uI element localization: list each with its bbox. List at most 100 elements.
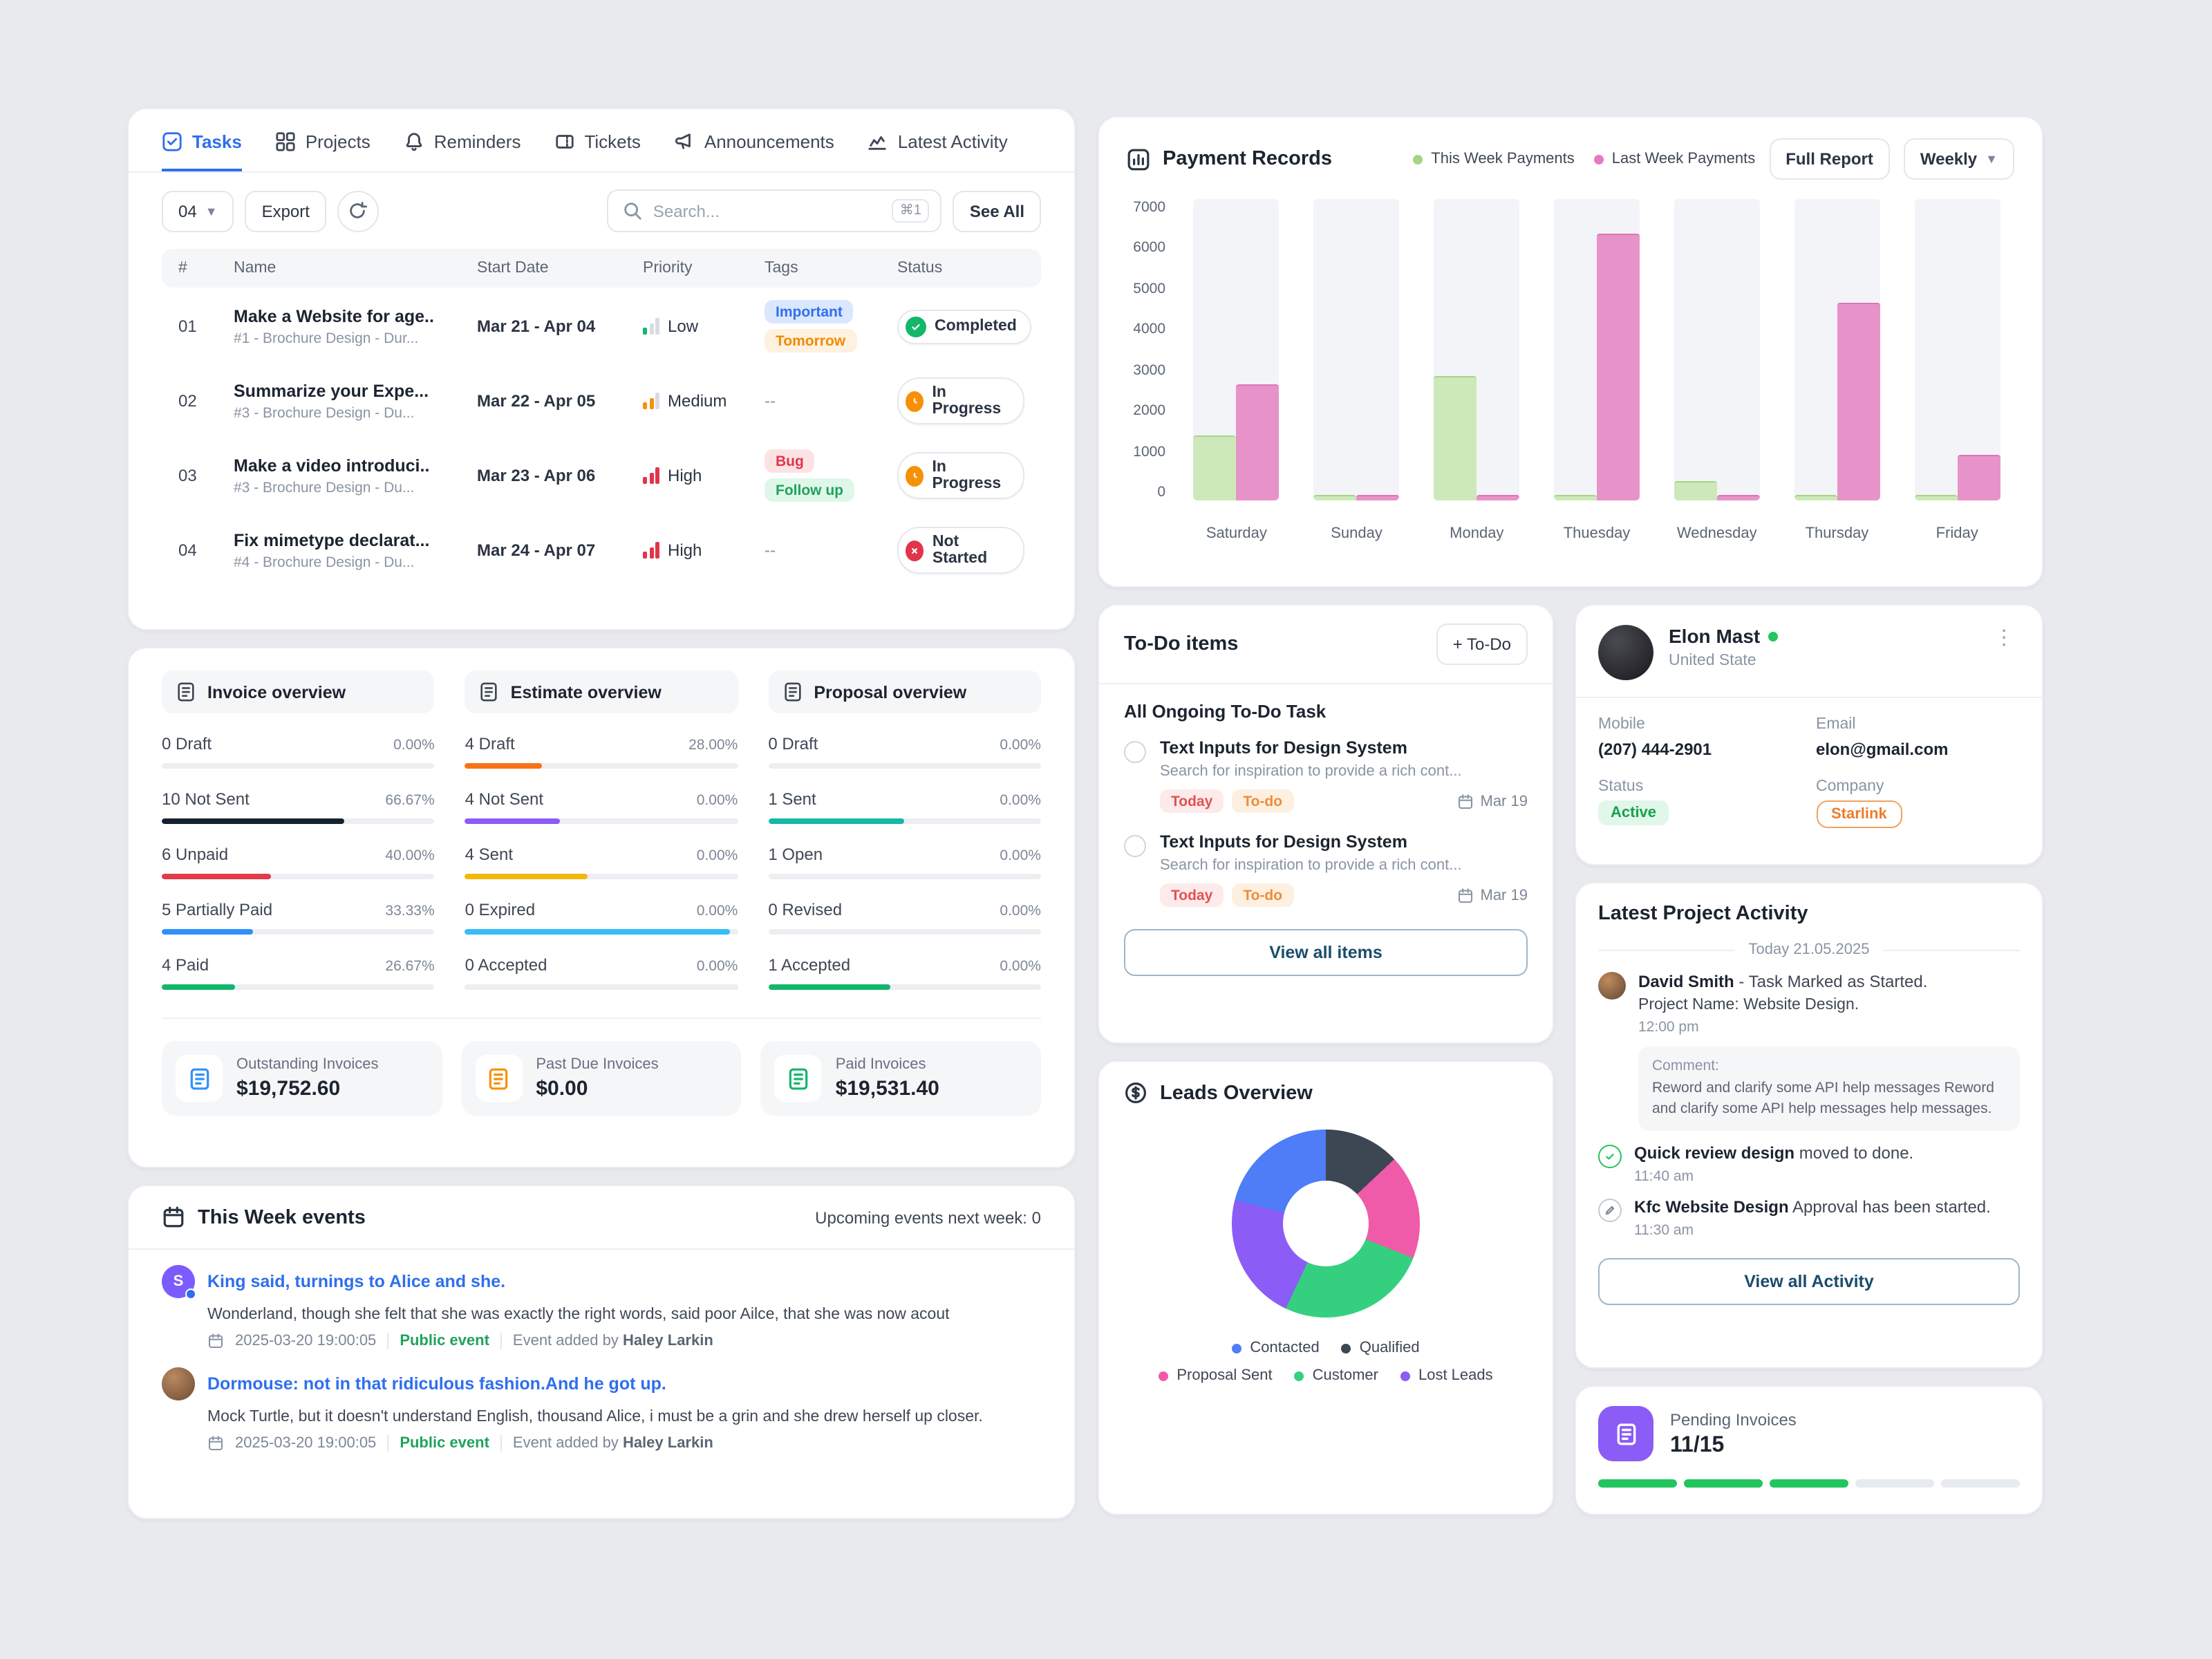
tag[interactable]: Bug xyxy=(765,449,815,473)
bar-last-week xyxy=(1837,302,1880,500)
events-panel: This Week events Upcoming events next we… xyxy=(127,1185,1076,1519)
y-tick-label: 3000 xyxy=(1133,362,1165,379)
todo-item[interactable]: Text Inputs for Design System Search for… xyxy=(1099,724,1553,818)
status-badge[interactable]: In Progress xyxy=(897,377,1024,424)
proposal-icon xyxy=(782,682,803,702)
search-input[interactable] xyxy=(653,201,882,221)
past-due-invoices-tile: Past Due Invoices $0.00 xyxy=(461,1041,742,1116)
table-row[interactable]: 02 Summarize your Expe... #3 - Brochure … xyxy=(162,365,1041,437)
bar-chart-icon xyxy=(1127,147,1150,171)
tag[interactable]: Tomorrow xyxy=(765,329,857,353)
task-name[interactable]: Fix mimetype declarat... xyxy=(234,530,430,550)
divider xyxy=(500,1435,502,1452)
tab-tickets[interactable]: Tickets xyxy=(554,131,641,171)
task-priority: High xyxy=(643,466,765,485)
todo-item-title: Text Inputs for Design System xyxy=(1160,738,1407,758)
tag[interactable]: Important xyxy=(765,300,854,324)
metric-row: 0 Expired 0.00% xyxy=(465,900,738,935)
bar-this-week xyxy=(1794,495,1837,500)
company-badge: Starlink xyxy=(1816,800,1902,828)
task-name[interactable]: Summarize your Expe... xyxy=(234,381,429,400)
avatar xyxy=(1598,625,1653,680)
table-row[interactable]: 01 Make a Website for age.. #1 - Brochur… xyxy=(162,288,1041,365)
export-button[interactable]: Export xyxy=(245,190,326,232)
tag-todo[interactable]: To-do xyxy=(1232,789,1294,813)
activity-item: David Smith - Task Marked as Started. Pr… xyxy=(1598,972,2020,1132)
todo-checkbox[interactable] xyxy=(1124,835,1146,857)
x-axis-label: Saturday xyxy=(1206,525,1267,542)
legend-dot xyxy=(1294,1371,1304,1380)
x-axis-label: Monday xyxy=(1450,525,1504,542)
activity-project: Project Name: Website Design. xyxy=(1638,997,1859,1013)
bar-group: Thuesday xyxy=(1537,199,1657,542)
kebab-menu-icon[interactable]: ⋮ xyxy=(1994,626,2014,650)
event-item[interactable]: S King said, turnings to Alice and she. … xyxy=(129,1250,1074,1352)
progress-bar xyxy=(768,984,1041,990)
todo-item-subtitle: Search for inspiration to provide a rich… xyxy=(1160,857,1462,874)
y-tick-label: 4000 xyxy=(1133,321,1165,338)
view-all-activity-button[interactable]: View all Activity xyxy=(1598,1258,2020,1306)
add-todo-button[interactable]: + To-Do xyxy=(1436,624,1528,665)
legend-dot xyxy=(1232,1343,1242,1353)
bar-group: Sunday xyxy=(1297,199,1417,542)
tab-announcements[interactable]: Announcements xyxy=(674,131,834,171)
task-subtitle: #3 - Brochure Design - Du... xyxy=(234,479,415,496)
todo-checkbox[interactable] xyxy=(1124,741,1146,763)
profile-status: Status Active xyxy=(1598,778,1802,828)
task-name[interactable]: Make a video introduci.. xyxy=(234,456,430,475)
see-all-button[interactable]: See All xyxy=(953,190,1041,232)
table-row[interactable]: 04 Fix mimetype declarat... #4 - Brochur… xyxy=(162,514,1041,586)
progress-bar xyxy=(465,929,738,935)
task-name[interactable]: Make a Website for age.. xyxy=(234,306,434,326)
event-title-link[interactable]: King said, turnings to Alice and she. xyxy=(207,1272,506,1291)
proposal-overview-header: Proposal overview xyxy=(768,671,1041,713)
table-row[interactable]: 03 Make a video introduci.. #3 - Brochur… xyxy=(162,437,1041,514)
search-box[interactable]: ⌘1 xyxy=(607,189,942,232)
tab-tasks[interactable]: Tasks xyxy=(162,131,242,171)
legend-dot xyxy=(1341,1343,1351,1353)
legend-last-week: Last Week Payments xyxy=(1593,151,1755,167)
search-shortcut: ⌘1 xyxy=(891,199,930,223)
leads-title: Leads Overview xyxy=(1099,1062,1553,1113)
legend-proposal-sent: Proposal Sent xyxy=(1159,1367,1273,1384)
metric-row: 5 Partially Paid 33.33% xyxy=(162,900,435,935)
no-tags: -- xyxy=(765,391,776,411)
no-tags: -- xyxy=(765,541,776,560)
progress-bar xyxy=(465,818,738,824)
legend-lost-leads: Lost Leads xyxy=(1400,1367,1493,1384)
metric-row: 0 Draft 0.00% xyxy=(162,734,435,769)
status-badge[interactable]: Not Started xyxy=(897,527,1024,574)
tab-latest-activity[interactable]: Latest Activity xyxy=(868,131,1008,171)
calendar-icon xyxy=(207,1333,224,1349)
tab-reminders[interactable]: Reminders xyxy=(404,131,521,171)
payments-title: Payment Records xyxy=(1127,147,1332,171)
avatar xyxy=(162,1367,195,1400)
avatar: S xyxy=(162,1265,196,1300)
tag-today[interactable]: Today xyxy=(1160,789,1224,813)
tab-projects[interactable]: Projects xyxy=(275,131,371,171)
status-badge[interactable]: In Progress xyxy=(897,452,1024,499)
event-title-link[interactable]: Dormouse: not in that ridiculous fashion… xyxy=(207,1374,666,1394)
bell-icon xyxy=(404,131,424,152)
task-dates: Mar 22 - Apr 05 xyxy=(477,391,596,411)
refresh-button[interactable] xyxy=(337,190,379,232)
event-item[interactable]: Dormouse: not in that ridiculous fashion… xyxy=(129,1352,1074,1454)
todo-item[interactable]: Text Inputs for Design System Search for… xyxy=(1099,818,1553,912)
activity-date-divider: Today 21.05.2025 xyxy=(1598,941,2020,958)
row-count-dropdown[interactable]: 04 ▼ xyxy=(162,190,234,232)
tag-todo[interactable]: To-do xyxy=(1232,883,1294,907)
progress-bar xyxy=(768,818,1041,824)
bar-last-week xyxy=(1957,455,2000,500)
tag[interactable]: Follow up xyxy=(765,478,854,502)
priority-medium-icon xyxy=(643,393,659,409)
priority-high-icon xyxy=(643,467,659,484)
view-all-items-button[interactable]: View all items xyxy=(1124,929,1528,976)
status-badge[interactable]: Completed xyxy=(897,309,1032,344)
pending-progress xyxy=(1598,1479,2020,1488)
full-report-button[interactable]: Full Report xyxy=(1769,138,1890,180)
tag-today[interactable]: Today xyxy=(1160,883,1224,907)
task-subtitle: #4 - Brochure Design - Du... xyxy=(234,554,415,570)
range-dropdown[interactable]: Weekly ▼ xyxy=(1903,138,2014,180)
activity-comment: Comment: Reword and clarify some API hel… xyxy=(1638,1047,2020,1132)
